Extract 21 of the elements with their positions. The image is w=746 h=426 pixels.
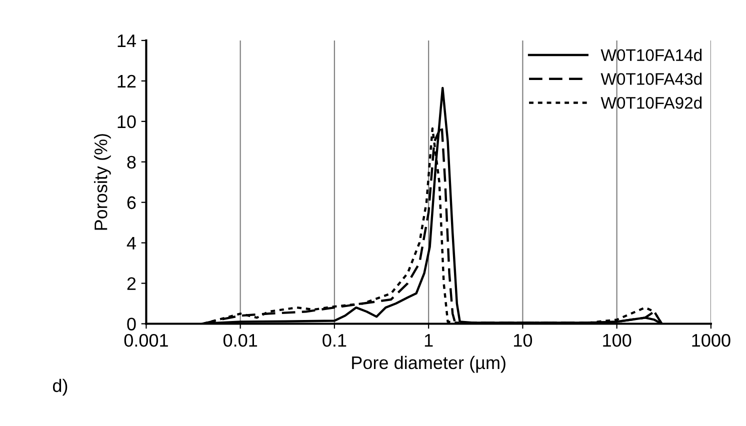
x-tick-label: 1000 [692,334,730,347]
y-tick-label: 2 [127,277,136,290]
x-tick-label: 100 [603,334,632,347]
y-tick-label: 14 [118,34,136,48]
y-tick-label: 8 [127,156,136,169]
x-tick-label: 10 [514,334,532,347]
x-tick-label: 0.01 [223,334,258,347]
legend-label: W0T10FA43d [600,72,702,85]
x-axis-title: Pore diameter (µm) [352,356,506,373]
y-tick-label: 0 [127,318,136,330]
legend-label: W0T10FA14d [600,48,702,62]
y-axis-title: Porosity (%) [94,134,111,230]
y-tick-label: 12 [118,74,136,88]
x-tick-label: 0.1 [322,334,346,347]
y-tick-label: 4 [126,236,136,250]
x-tick-label: 1 [424,334,433,347]
text: d) [52,378,68,396]
y-tick-label: 6 [127,196,136,210]
legend-label: W0T10FA92d [600,96,702,109]
x-tick-label: 0.001 [124,334,168,347]
y-tick-label: 10 [118,115,136,128]
